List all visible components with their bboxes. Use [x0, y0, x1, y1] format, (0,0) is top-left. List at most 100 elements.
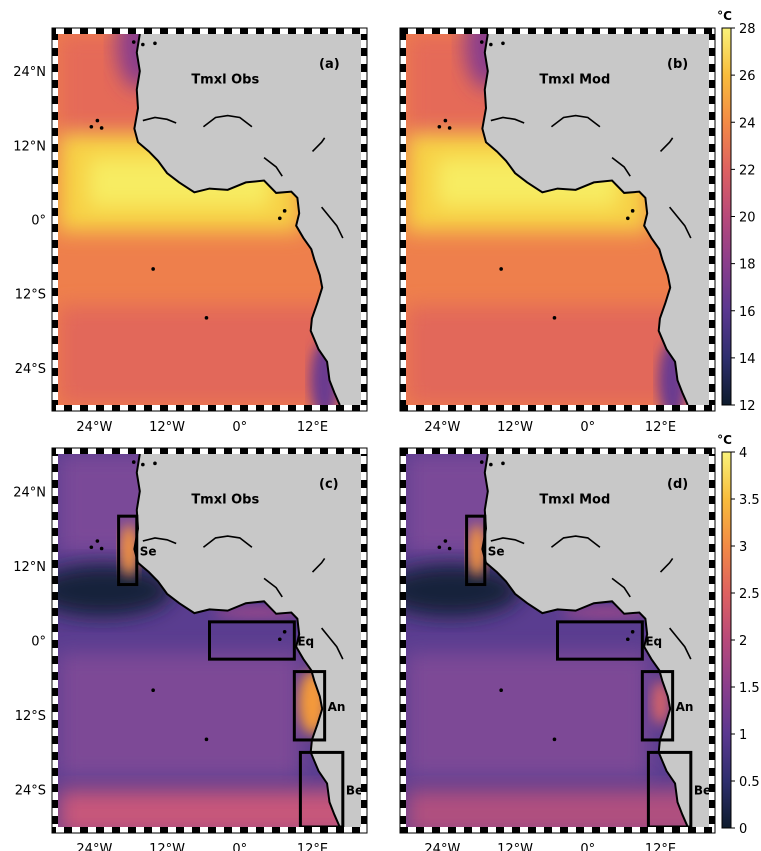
river — [142, 116, 177, 124]
region-label-se: Se — [140, 544, 157, 558]
region-box-eq — [556, 620, 644, 661]
land — [482, 34, 709, 405]
x-tick-label: 12°E — [645, 420, 676, 435]
frame-left — [52, 34, 58, 405]
y-tick-label: 12°N — [13, 139, 46, 154]
ocean-south — [58, 306, 361, 405]
colorbar-tick-label: 0 — [739, 822, 747, 837]
hot-senegal — [467, 524, 486, 577]
colorbar-tick-label: 20 — [739, 211, 756, 226]
y-tick-label: 0° — [31, 635, 46, 650]
x-tick-label: 12°W — [149, 420, 185, 435]
region-label-be: Be — [694, 784, 711, 798]
x-tick-label: 24°W — [76, 842, 112, 851]
x-tick-label: 12°E — [297, 842, 328, 851]
cool-tongue — [58, 564, 173, 617]
island — [437, 124, 442, 129]
x-tick-label: 12°W — [149, 842, 185, 851]
colorbar-tick-label: 2 — [739, 634, 747, 649]
colorbar-tick-label: 28 — [739, 22, 756, 37]
river — [311, 557, 326, 573]
panel-d: Se Eq An Be Tmxl Mod (d) 24°W 12°W 0° 12°E — [399, 447, 716, 851]
frame-top — [400, 28, 715, 34]
frame-outline — [399, 27, 716, 412]
frame-outline — [51, 27, 368, 412]
x-tick-label: 12°W — [497, 842, 533, 851]
x-tick-label: 24°W — [424, 842, 460, 851]
river — [311, 137, 326, 153]
river — [490, 537, 525, 545]
island — [552, 737, 557, 742]
island — [499, 267, 503, 271]
island — [501, 461, 505, 466]
region-box-eq — [208, 620, 296, 661]
island — [447, 546, 452, 551]
river — [668, 627, 692, 660]
island — [151, 267, 155, 271]
island — [141, 462, 145, 467]
island — [89, 124, 94, 129]
panel-letter: (c) — [319, 477, 339, 492]
region-label-an: An — [328, 700, 346, 714]
island — [447, 126, 452, 130]
colorbar-tick-label: 1.5 — [739, 681, 760, 696]
colorbar-tick-label: 14 — [739, 352, 756, 367]
land — [134, 34, 361, 405]
coastline — [133, 34, 341, 405]
panel-title: Tmxl Mod — [539, 493, 610, 508]
region-label-se: Se — [488, 544, 505, 558]
y-tick-label: 24°S — [15, 784, 46, 799]
colorbar-tick-label: 3 — [739, 540, 747, 555]
island — [499, 688, 503, 693]
island — [99, 546, 104, 551]
frame-left — [52, 454, 58, 827]
y-tick-label: 24°N — [13, 485, 46, 500]
island — [437, 545, 442, 550]
hot-angola — [651, 680, 670, 725]
island — [153, 461, 157, 466]
river — [668, 206, 692, 239]
y-tick-label: 24°N — [13, 65, 46, 80]
frame-right — [361, 34, 367, 405]
ocean-mid — [58, 652, 301, 778]
colorbar-bar — [721, 451, 732, 829]
river — [142, 537, 177, 545]
colorbar-tick-label: 22 — [739, 163, 756, 178]
frame-bottom — [400, 827, 715, 833]
island — [501, 41, 505, 46]
island — [204, 737, 209, 742]
x-tick-label: 0° — [232, 420, 247, 435]
ocean-field — [58, 34, 361, 405]
panel-b: Tmxl Mod (b) 24°W 12°W 0° 12°E — [399, 27, 716, 435]
island — [141, 42, 145, 47]
frame-outline — [399, 447, 716, 834]
river — [263, 577, 283, 598]
frame-right — [361, 454, 367, 827]
cool-tongue — [406, 564, 521, 617]
island — [479, 40, 484, 44]
island — [131, 40, 136, 44]
colorbar-tick-label: 24 — [739, 116, 756, 131]
river — [202, 114, 253, 128]
frame-bottom — [52, 405, 367, 411]
region-box-se — [465, 514, 487, 587]
island — [282, 629, 287, 634]
colorbar-tick-label: 3.5 — [739, 493, 760, 508]
y-tick-label: 12°S — [15, 288, 46, 303]
river — [320, 206, 344, 239]
region-label-eq: Eq — [297, 635, 314, 649]
colorbar-tick-label: 1 — [739, 728, 747, 743]
colorbar-bottom: °C 0 0.5 1 1.5 2 2.5 3 3.5 4 — [717, 433, 760, 837]
colorbar-tick-label: 26 — [739, 69, 756, 84]
ocean-south — [406, 789, 709, 827]
x-tick-label: 24°W — [76, 420, 112, 435]
colorbar-tick-label: 2.5 — [739, 587, 760, 602]
island — [489, 42, 493, 47]
region-label-eq: Eq — [645, 635, 662, 649]
colorbar-top: °C 12 14 16 18 20 22 24 26 28 — [717, 9, 755, 414]
island — [204, 316, 209, 320]
coastline — [481, 34, 689, 405]
frame-top — [52, 28, 367, 34]
river — [550, 535, 601, 548]
river — [490, 116, 525, 124]
